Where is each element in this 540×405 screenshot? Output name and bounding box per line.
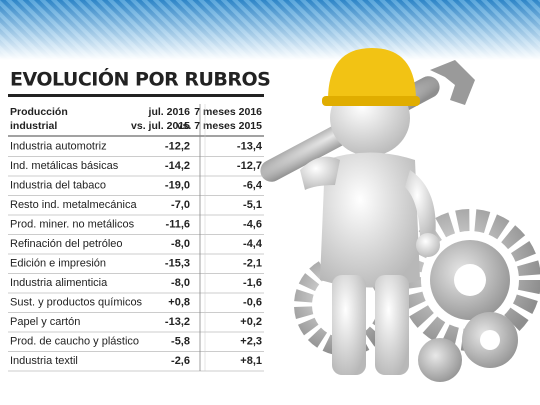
- cell-value: -4,4: [243, 238, 263, 250]
- cell-value: -2,1: [243, 258, 262, 270]
- cell-value: -5,8: [171, 336, 190, 348]
- cell-value: -15,3: [165, 258, 190, 270]
- cell-value: +2,3: [240, 336, 262, 348]
- cell-value: -0,6: [243, 297, 262, 309]
- cell-value: -13,4: [237, 141, 263, 153]
- title: EVOLUCIÓN POR RUBROS: [10, 67, 270, 91]
- row-label: Industria textil: [10, 355, 78, 367]
- row-label: Prod. de caucho y plástico: [10, 336, 139, 348]
- row-label: Refinación del petróleo: [10, 238, 123, 250]
- cell-value: -1,6: [243, 277, 262, 289]
- table: Producción industrial jul. 2016 vs. jul. 20…: [8, 104, 264, 372]
- cell-value: -14,2: [165, 160, 190, 172]
- row-label: Industria del tabaco: [10, 180, 106, 192]
- banner: [0, 0, 540, 60]
- row-label: Industria automotriz: [10, 141, 107, 153]
- row-label: Industria alimenticia: [10, 277, 108, 289]
- cell-value: -19,0: [165, 180, 190, 192]
- column-header: vs. 7 meses 2015: [177, 120, 262, 132]
- row-label: Prod. miner. no metálicos: [10, 219, 135, 231]
- row-label: Resto ind. metalmecánica: [10, 199, 137, 211]
- column-header: industrial: [10, 120, 57, 132]
- cell-value: +0,2: [240, 316, 262, 328]
- cell-value: -13,2: [165, 316, 190, 328]
- row-label: Edición e impresión: [10, 258, 106, 270]
- title-rule: [8, 94, 264, 97]
- illustration: [260, 48, 540, 382]
- cell-value: +8,1: [240, 355, 262, 367]
- cell-value: -6,4: [243, 180, 263, 192]
- cell-value: -7,0: [171, 199, 190, 211]
- cell-value: -8,0: [171, 277, 190, 289]
- cell-value: -12,2: [165, 141, 190, 153]
- cell-value: -2,6: [171, 355, 190, 367]
- cell-value: -8,0: [171, 238, 190, 250]
- cell-value: -11,6: [166, 219, 190, 231]
- column-header: jul. 2016: [148, 106, 191, 118]
- row-label: Papel y cartón: [10, 316, 80, 328]
- row-label: Ind. metálicas básicas: [10, 160, 119, 172]
- column-header: Producción: [10, 106, 68, 118]
- column-header: vs. jul. 2015: [131, 120, 190, 132]
- row-label: Sust. y productos químicos: [10, 297, 143, 309]
- cell-value: -4,6: [243, 219, 262, 231]
- cell-value: -5,1: [243, 199, 262, 211]
- cell-value: -12,7: [237, 160, 262, 172]
- cell-value: +0,8: [168, 297, 190, 309]
- column-header: 7 meses 2016: [194, 106, 262, 118]
